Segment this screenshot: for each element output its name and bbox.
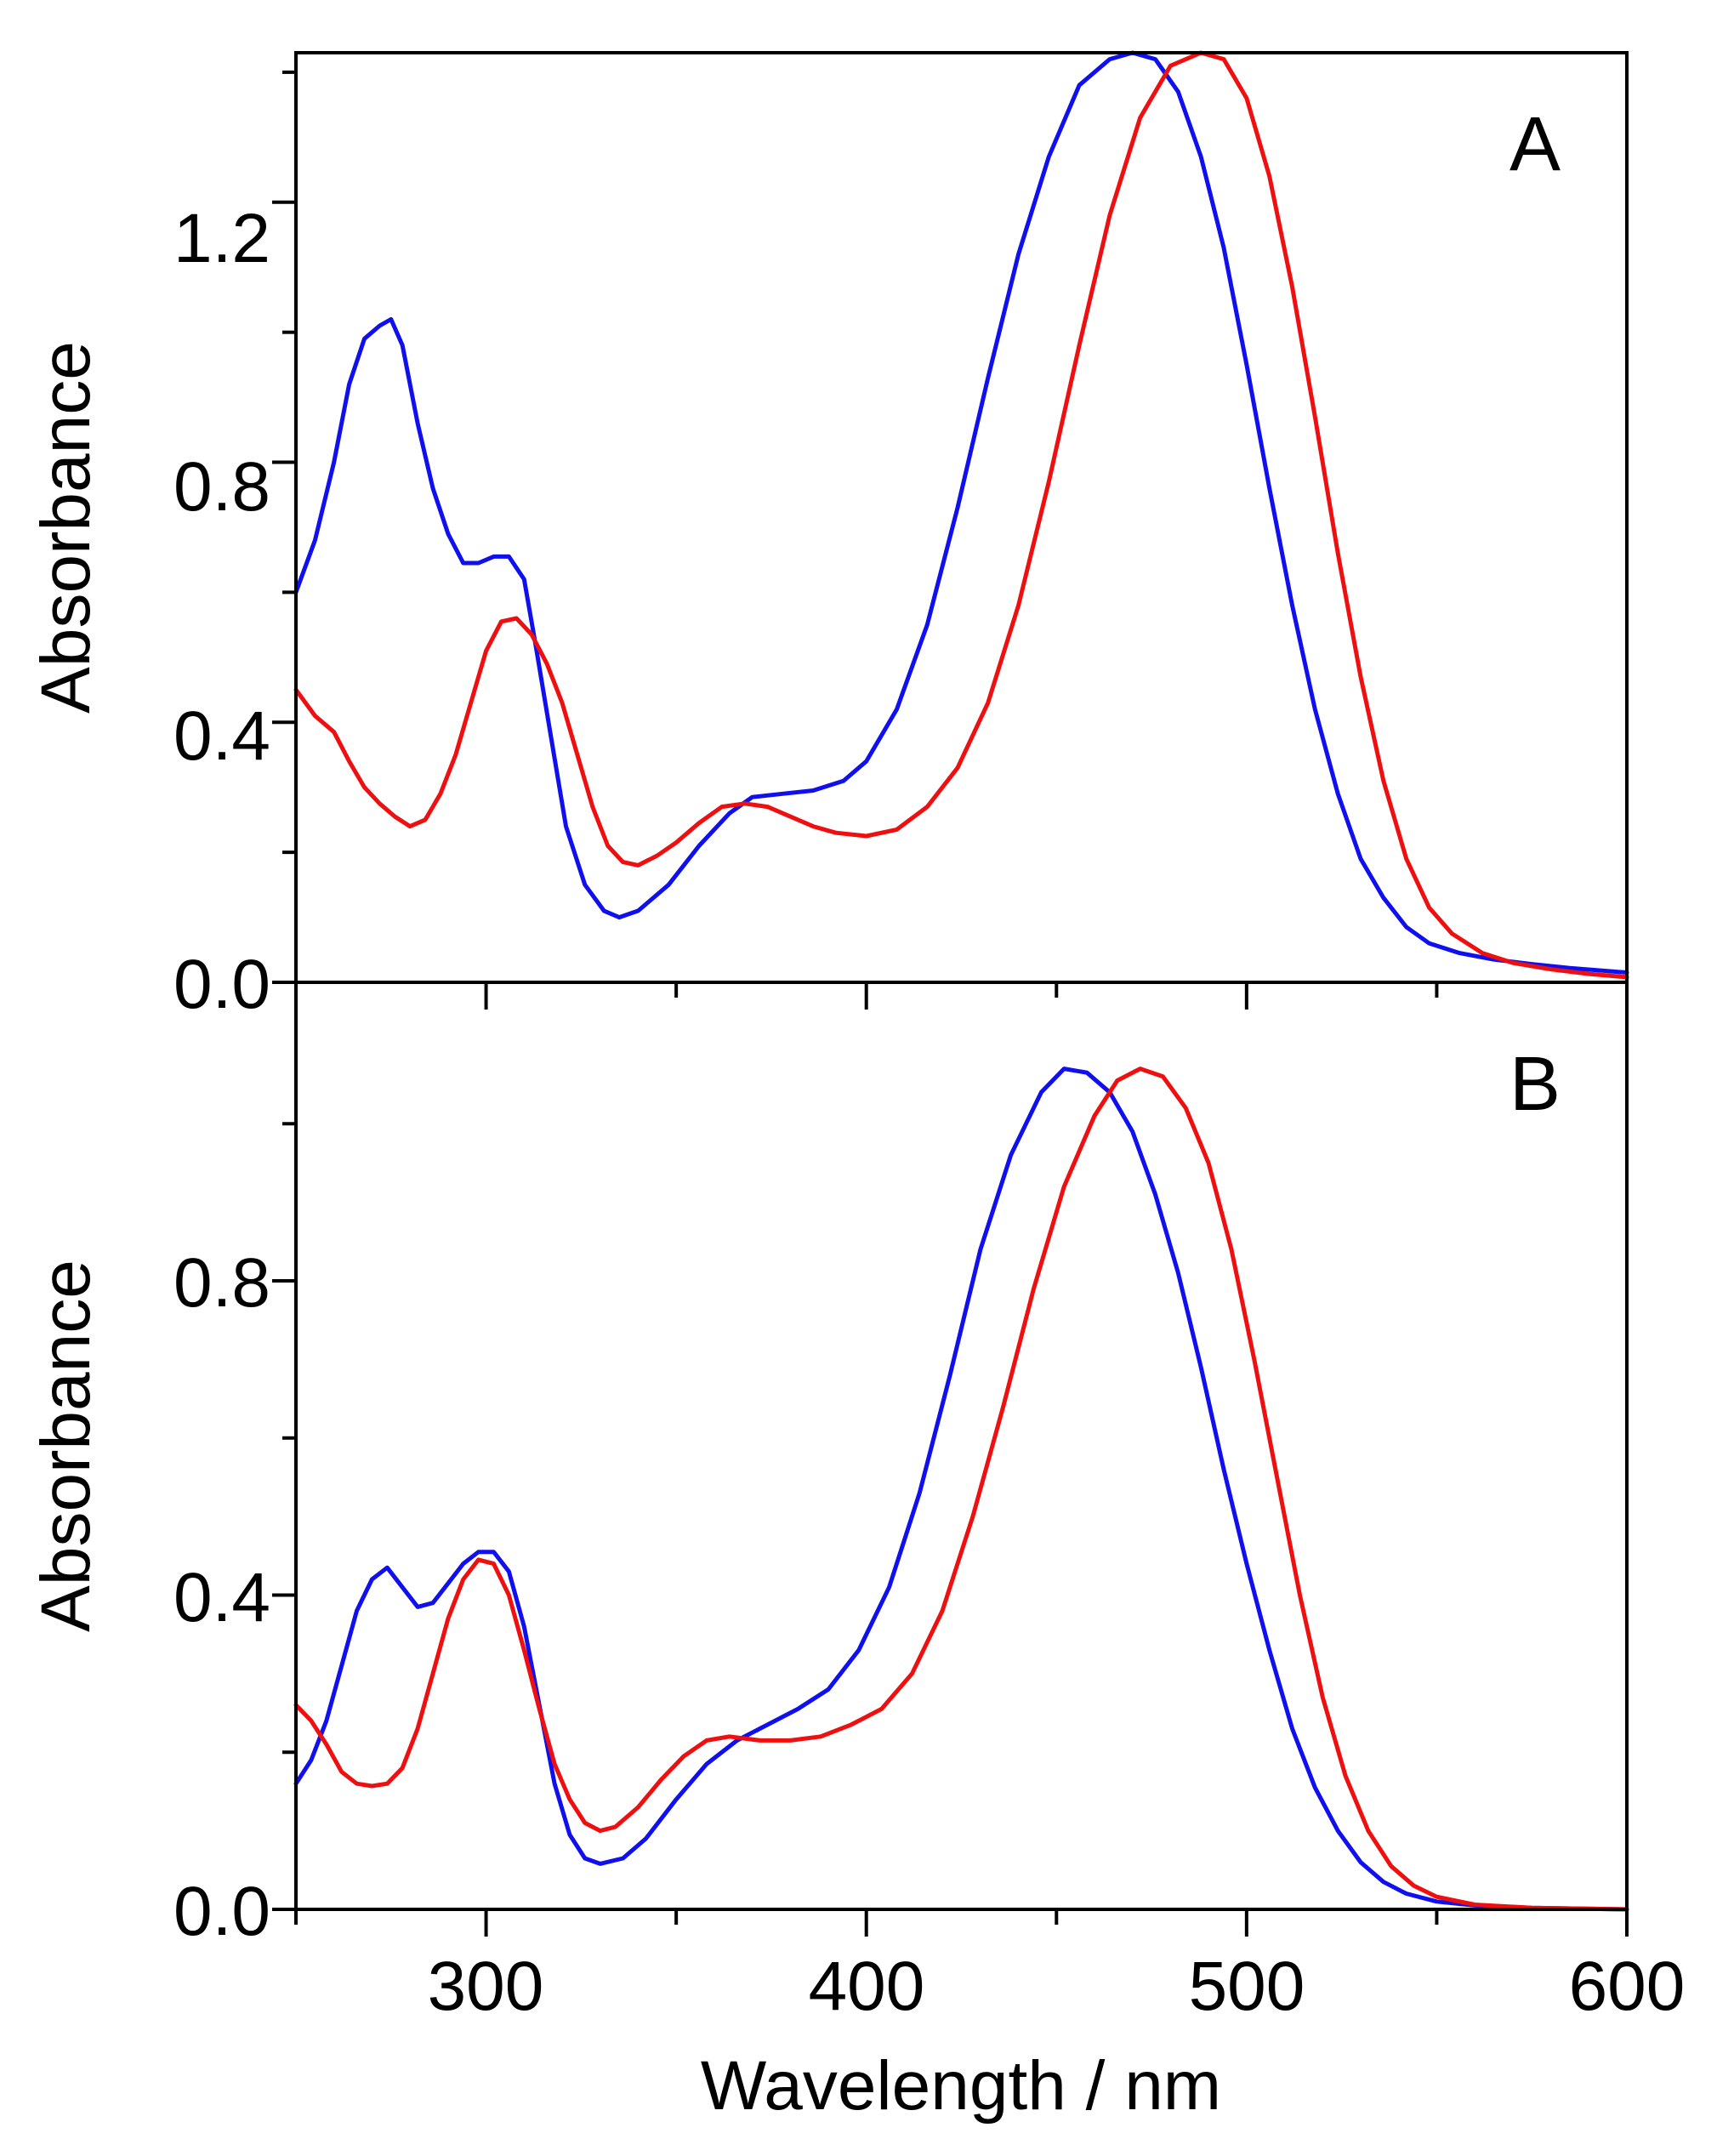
panel-b: B 0.0 0.4 0.8 Absorbance 300 400 500 600…	[27, 981, 1686, 2125]
panel-a-ticks	[272, 70, 1629, 1010]
x-axis-title: Wavelength / nm	[701, 2047, 1221, 2125]
series-line-blue	[293, 50, 1629, 975]
xtick-label: 600	[1569, 1948, 1686, 2025]
panel-b-label: B	[1509, 1042, 1561, 1127]
panel-b-ticks	[272, 1122, 1629, 1937]
panel-b-ytick-label: 0.0	[173, 1873, 270, 1950]
xtick-label: 300	[428, 1948, 544, 2025]
panel-a: A 0.0 0.4 0.8 1.2 Absorbance	[27, 50, 1629, 1023]
panel-b-curves	[293, 1067, 1629, 1912]
series-line-red	[293, 50, 1629, 980]
panel-a-ytick-label: 0.0	[173, 946, 270, 1023]
panel-b-ylabel: Absorbance	[27, 1260, 105, 1632]
panel-a-frame	[294, 51, 1629, 984]
series-line-blue	[293, 1067, 1629, 1912]
xtick-label: 400	[809, 1948, 925, 2025]
panel-a-label: A	[1509, 102, 1561, 187]
panel-a-ytick-label: 0.4	[173, 697, 270, 775]
panel-a-curves	[293, 50, 1629, 980]
panel-a-ytick-label: 1.2	[173, 200, 270, 277]
panel-b-frame	[294, 981, 1629, 1911]
xtick-label: 500	[1189, 1948, 1305, 2025]
panel-b-ytick-label: 0.8	[173, 1244, 270, 1322]
panel-a-ylabel: Absorbance	[27, 341, 105, 714]
panel-a-ytick-label: 0.8	[173, 448, 270, 526]
series-line-red	[293, 1067, 1629, 1912]
panel-b-ytick-label: 0.4	[173, 1559, 270, 1636]
